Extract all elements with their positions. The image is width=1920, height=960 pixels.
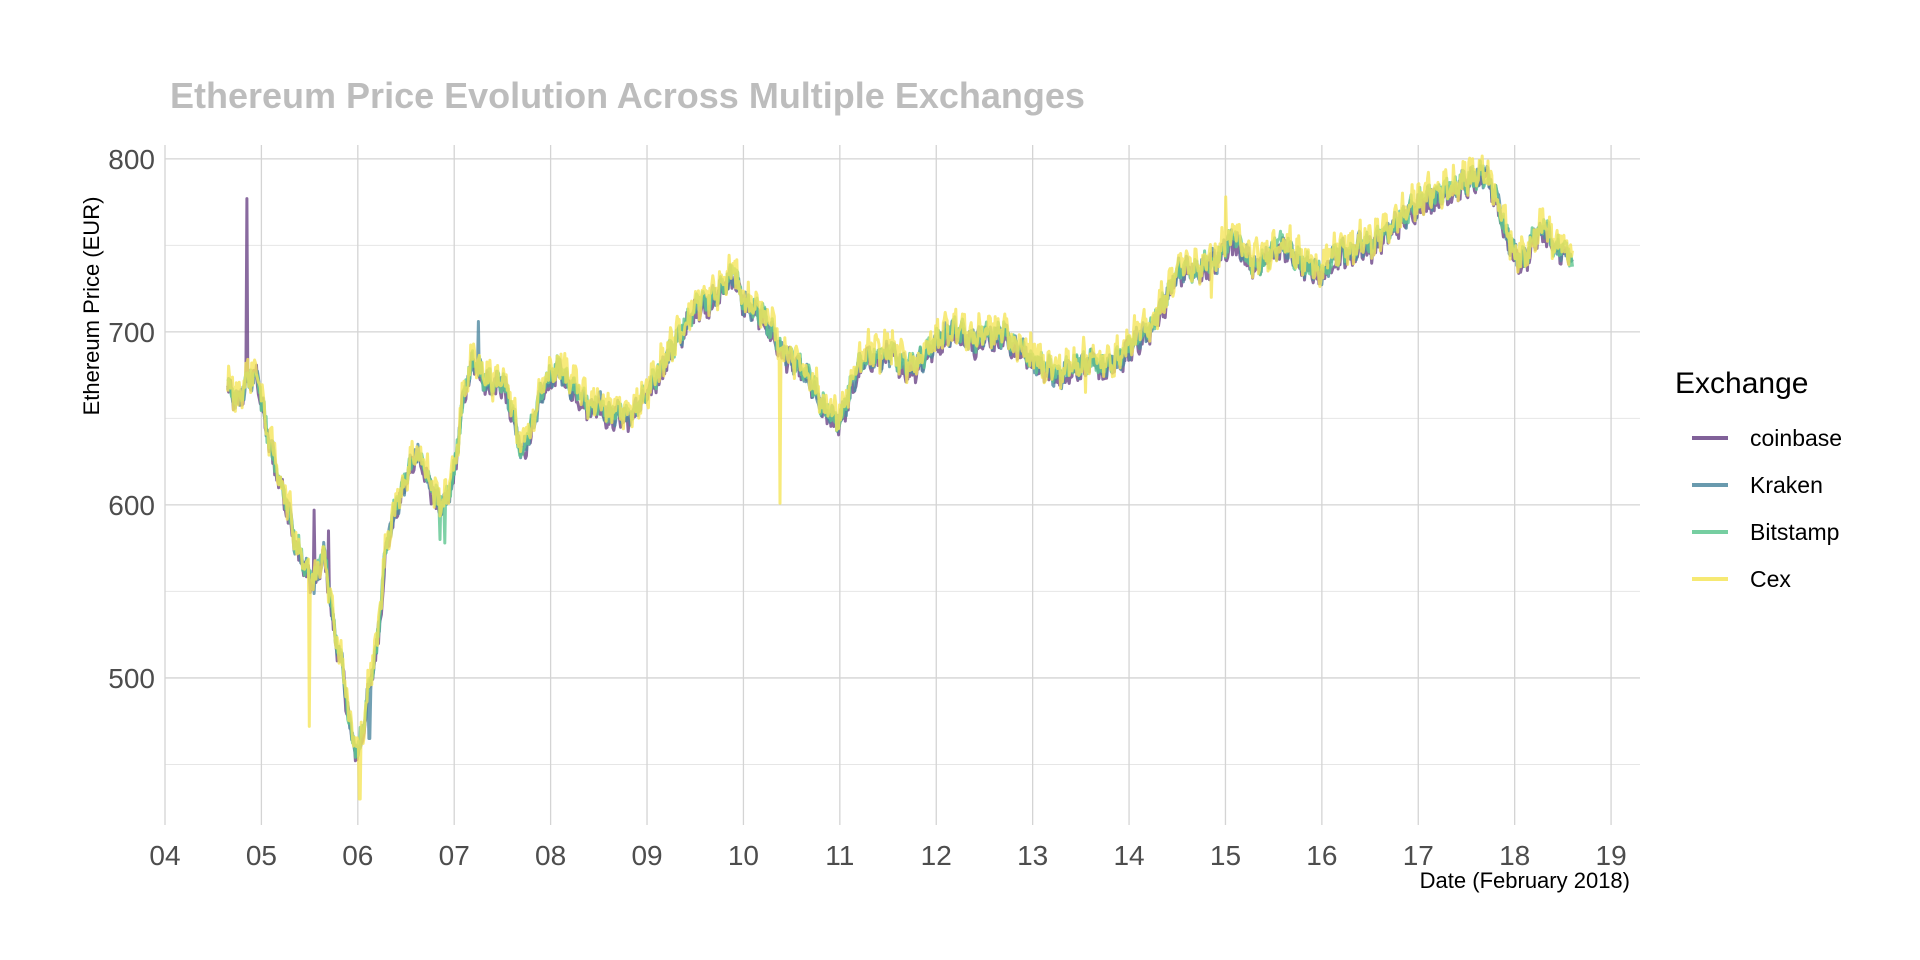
- x-tick-label: 11: [825, 840, 854, 871]
- legend-title: Exchange: [1675, 367, 1808, 400]
- x-tick-label: 09: [631, 840, 662, 871]
- x-tick-label: 07: [439, 840, 470, 871]
- x-tick-label: 18: [1499, 840, 1530, 871]
- x-tick-label: 10: [728, 840, 759, 871]
- series-line-cex: [226, 154, 1574, 801]
- x-tick-label: 04: [149, 840, 180, 871]
- y-tick-label: 800: [108, 144, 155, 175]
- y-tick-label: 700: [108, 317, 155, 348]
- series-layer: [226, 154, 1574, 801]
- x-tick-label: 17: [1403, 840, 1434, 871]
- x-tick-label: 16: [1306, 840, 1337, 871]
- x-tick-label: 13: [1017, 840, 1048, 871]
- y-tick-label: 600: [108, 490, 155, 521]
- x-tick-label: 14: [1113, 840, 1144, 871]
- x-tick-label: 12: [921, 840, 952, 871]
- x-tick-label: 06: [342, 840, 373, 871]
- x-tick-label: 19: [1596, 840, 1627, 871]
- x-tick-label: 05: [246, 840, 277, 871]
- legend-label-bitstamp: Bitstamp: [1750, 519, 1839, 545]
- legend-label-cex: Cex: [1750, 566, 1791, 592]
- x-tick-label: 15: [1210, 840, 1241, 871]
- legend: Exchange coinbase Kraken Bitstamp Cex: [1675, 367, 1842, 592]
- grid: [164, 145, 1640, 825]
- y-axis-label: Ethereum Price (EUR): [79, 197, 104, 416]
- legend-label-kraken: Kraken: [1750, 472, 1823, 498]
- x-axis-label: Date (February 2018): [1420, 868, 1630, 893]
- ticks: 04 05 06 07 08 09 10 11 12 13 14 15 16 17 18 19 500 600 70…: [108, 144, 1626, 871]
- chart-title: Ethereum Price Evolution Across Multiple…: [170, 75, 1085, 116]
- y-tick-label: 500: [108, 663, 155, 694]
- x-tick-label: 08: [535, 840, 566, 871]
- legend-label-coinbase: coinbase: [1750, 425, 1842, 451]
